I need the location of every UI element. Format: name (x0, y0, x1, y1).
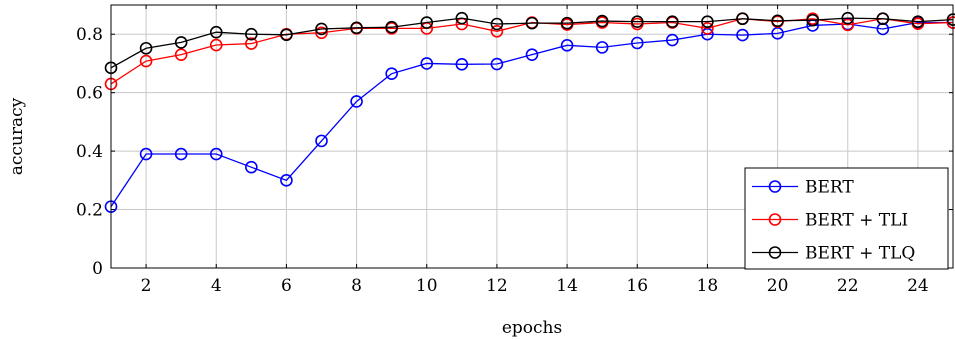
series-line (110, 17, 954, 69)
legend-label: BERT + TLI (805, 211, 908, 231)
data-point (525, 16, 539, 30)
x-tick-label: 12 (486, 276, 508, 296)
data-point (280, 28, 293, 42)
data-point (174, 36, 188, 49)
x-tick-label: 18 (697, 276, 719, 296)
data-point (490, 17, 504, 31)
data-point (490, 24, 504, 38)
data-point (139, 147, 153, 161)
y-tick-label: 0.2 (76, 201, 103, 221)
data-point (771, 14, 784, 28)
data-point (315, 22, 328, 36)
x-tick-label: 20 (767, 276, 789, 296)
data-point (841, 18, 855, 32)
data-point (385, 67, 398, 80)
data-point (315, 134, 328, 148)
data-point (666, 15, 679, 28)
legend: BERT BERT + TLI BERT + TLQ (744, 167, 949, 270)
x-tick-label: 16 (626, 276, 648, 296)
series-bert-tlq (104, 11, 955, 75)
legend-entry: BERT + TLQ (752, 244, 915, 264)
data-point (666, 33, 679, 47)
data-point (455, 58, 469, 71)
data-point (841, 11, 855, 25)
data-point (420, 16, 434, 29)
data-point (385, 20, 398, 34)
data-point (911, 15, 925, 28)
data-point (736, 12, 749, 26)
legend-label: BERT (805, 178, 854, 198)
data-point (525, 48, 539, 61)
data-point (280, 174, 293, 187)
data-point (806, 13, 819, 27)
x-tick-label: 14 (556, 276, 578, 296)
data-point (209, 147, 223, 161)
data-point (315, 26, 328, 40)
y-tick-label: 0 (92, 259, 103, 279)
data-point (350, 21, 363, 35)
y-tick-label: 0.4 (76, 142, 103, 162)
legend-entry: BERT + TLI (752, 211, 908, 231)
legend-marker (768, 246, 782, 259)
data-point (139, 41, 153, 55)
data-point (174, 48, 188, 61)
y-axis-label: accuracy (7, 97, 27, 175)
x-tick-label: 22 (837, 276, 859, 296)
x-tick-label: 10 (416, 276, 438, 296)
data-point (701, 22, 714, 35)
y-tick-label: 0.6 (76, 84, 103, 104)
data-point (490, 57, 504, 71)
x-tick-label: 6 (281, 276, 292, 296)
data-point (736, 28, 749, 42)
data-point (139, 54, 153, 68)
data-point (245, 27, 258, 41)
data-point (245, 37, 258, 50)
x-tick-label: 2 (141, 276, 152, 296)
data-point (630, 36, 644, 50)
data-point (455, 11, 469, 25)
data-point (595, 41, 609, 54)
data-point (560, 39, 574, 52)
data-point (245, 160, 258, 174)
data-point (209, 38, 223, 52)
legend-marker (768, 213, 782, 226)
plot-frame (110, 4, 954, 269)
y-tick-label: 0.8 (76, 25, 103, 45)
x-tick-label: 8 (351, 276, 362, 296)
legend-entry: BERT (752, 178, 854, 198)
data-point (595, 14, 609, 28)
data-point (630, 15, 644, 28)
x-tick-label: 24 (907, 276, 929, 296)
data-point (209, 25, 223, 39)
data-point (876, 12, 890, 26)
x-tick-label: 4 (211, 276, 222, 296)
data-point (174, 147, 188, 161)
data-point (420, 57, 434, 70)
data-point (350, 95, 363, 108)
legend-label: BERT + TLQ (805, 244, 915, 264)
data-point (701, 15, 714, 28)
data-point (560, 16, 574, 30)
x-axis-label: epochs (502, 318, 562, 338)
legend-marker (768, 180, 782, 193)
